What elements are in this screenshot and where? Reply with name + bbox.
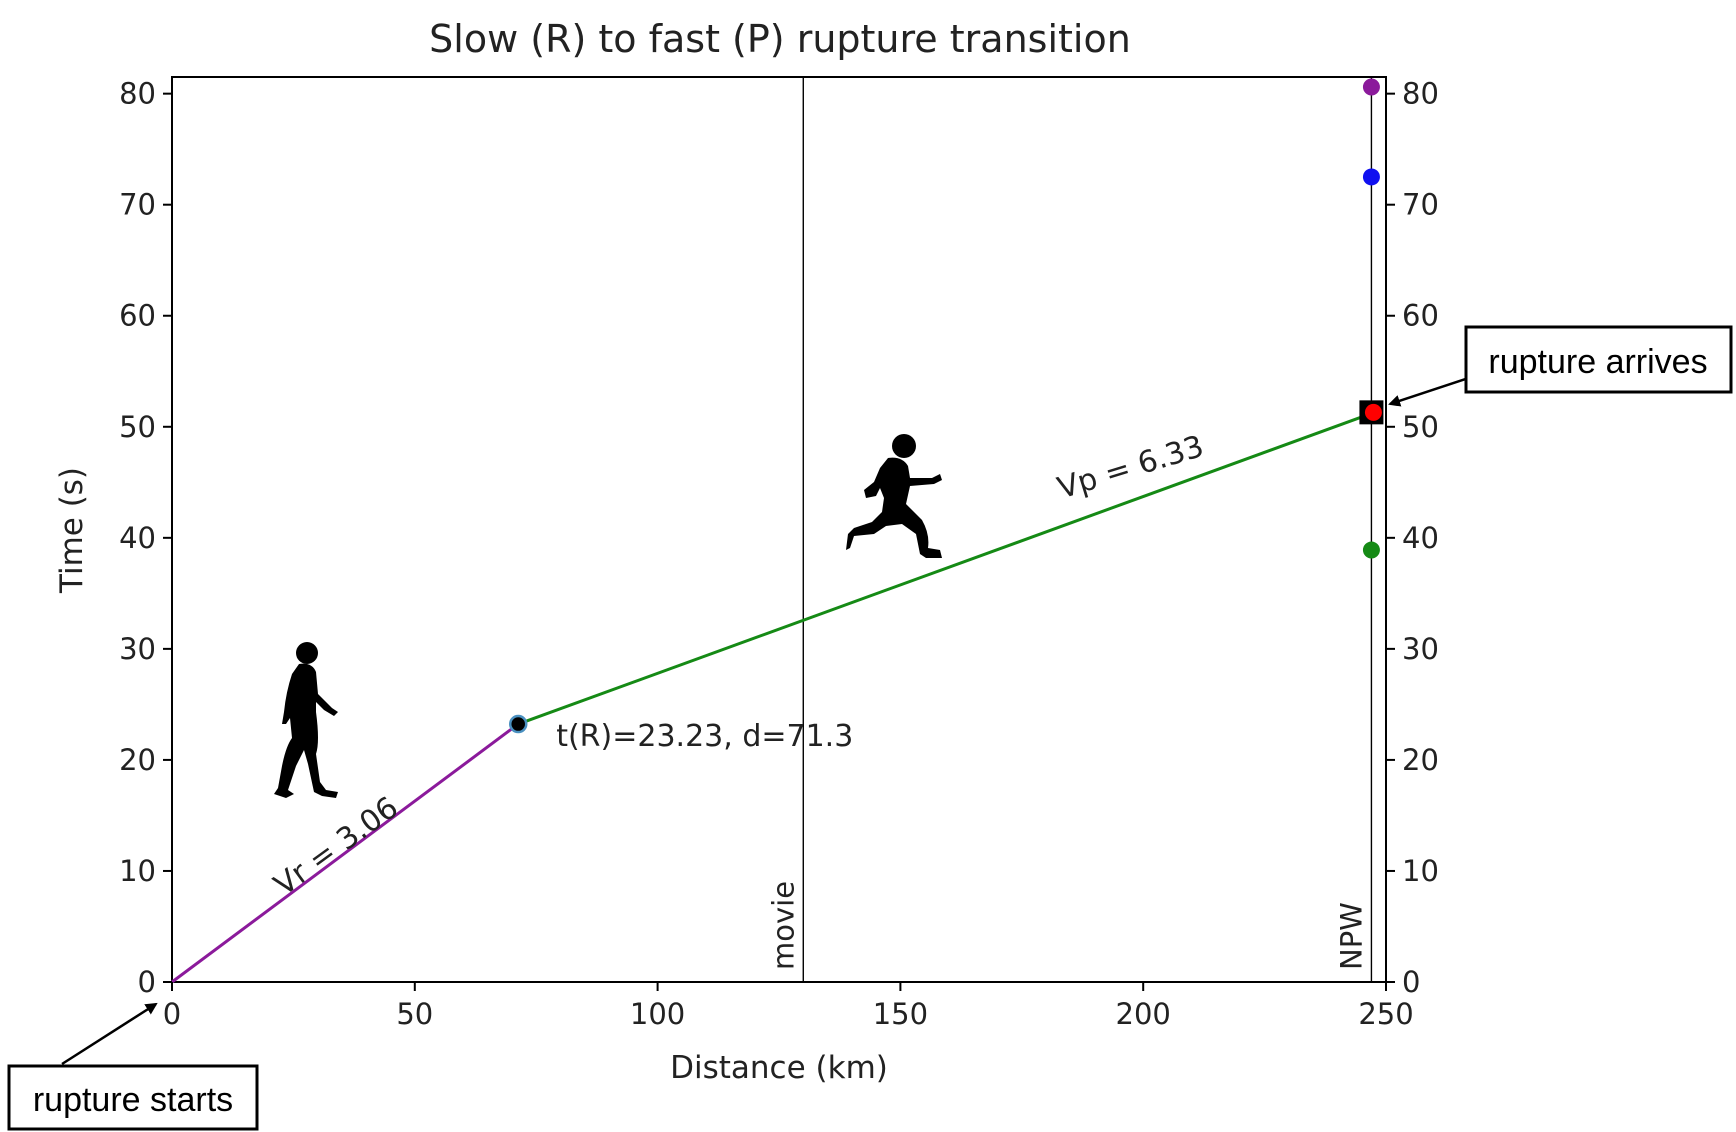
rupture-arrives-label: rupture arrives xyxy=(1488,343,1707,381)
y-axis-label: Time (s) xyxy=(54,467,90,594)
points-layer xyxy=(508,78,1384,734)
x-tick-label: 0 xyxy=(163,997,181,1031)
rupture-arrives-callout xyxy=(1464,325,1733,394)
series-line-1 xyxy=(171,722,520,984)
y2-tick-label: 0 xyxy=(1402,965,1420,999)
vertical-line-label-movie: movie xyxy=(766,881,800,970)
y-tick-label: 70 xyxy=(119,188,156,222)
running-child-icon xyxy=(846,434,942,558)
y-tick-label: 80 xyxy=(119,77,156,111)
y2-tick-label: 50 xyxy=(1402,410,1439,444)
rupture-starts-arrow xyxy=(61,1002,158,1066)
x-axis-label: Distance (km) xyxy=(670,1050,888,1086)
y2-tick-label: 10 xyxy=(1402,854,1439,888)
transition-point xyxy=(508,714,528,734)
plot-frame xyxy=(171,76,1387,983)
station-point-1 xyxy=(1362,78,1380,96)
y2-tick-label: 40 xyxy=(1402,521,1439,555)
x-tick-label: 50 xyxy=(396,997,433,1031)
chart-title: Slow (R) to fast (P) rupture transition xyxy=(429,17,1131,61)
series-layer xyxy=(171,412,1372,984)
y-tick-label: 0 xyxy=(138,965,156,999)
vertical-line-label-npw: NPW xyxy=(1334,902,1368,970)
y2-tick-label: 30 xyxy=(1402,632,1439,666)
rupture-starts-label: rupture starts xyxy=(33,1081,233,1119)
arrival-point xyxy=(1364,403,1382,421)
x-tick-label: 250 xyxy=(1358,997,1413,1031)
x-tick-label: 100 xyxy=(630,997,685,1031)
y2-tick-label: 20 xyxy=(1402,743,1439,777)
series-label-2: Vp = 6.33 xyxy=(1054,429,1208,506)
x-tick-label: 200 xyxy=(1116,997,1171,1031)
series-label-1: Vr = 3.06 xyxy=(268,790,405,903)
transition-point-label: t(R)=23.23, d=71.3 xyxy=(556,719,853,754)
y-tick-label: 10 xyxy=(119,854,156,888)
vertical-lines-layer: movie NPW xyxy=(766,77,1373,982)
labels-layer: Vr = 3.06 Vp = 6.33 t(R)=23.23, d=71.3 xyxy=(268,429,1208,903)
y-tick-label: 50 xyxy=(119,410,156,444)
y2-tick-label: 60 xyxy=(1402,299,1439,333)
x-tick-label: 150 xyxy=(873,997,928,1031)
y2-tick-label: 80 xyxy=(1402,77,1439,111)
y2-tick-label: 70 xyxy=(1402,188,1439,222)
y-tick-label: 30 xyxy=(119,632,156,666)
series-line-2 xyxy=(517,412,1372,726)
station-point-2 xyxy=(1362,168,1380,186)
station-point-3 xyxy=(1362,541,1380,559)
rupture-starts-callout xyxy=(7,1064,259,1131)
y-tick-label: 60 xyxy=(119,299,156,333)
y-tick-label: 40 xyxy=(119,521,156,555)
walking-woman-icon xyxy=(274,642,338,798)
y-tick-label: 20 xyxy=(119,743,156,777)
